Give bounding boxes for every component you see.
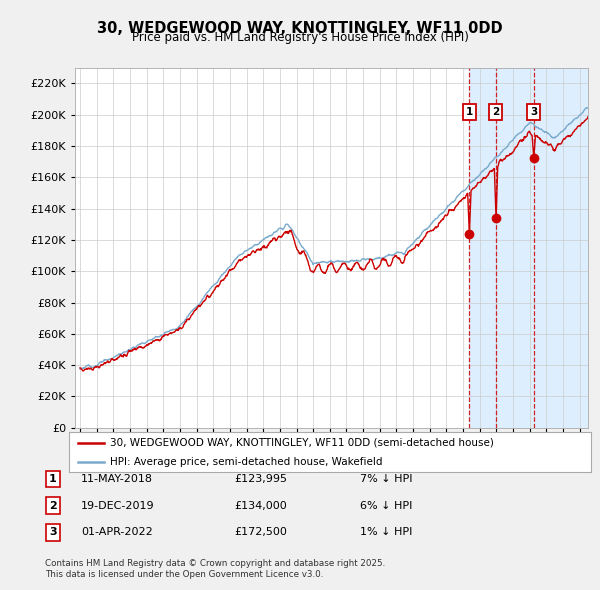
Text: 3: 3 bbox=[530, 107, 538, 117]
Text: 11-MAY-2018: 11-MAY-2018 bbox=[81, 474, 153, 484]
Text: Price paid vs. HM Land Registry's House Price Index (HPI): Price paid vs. HM Land Registry's House … bbox=[131, 31, 469, 44]
Text: 1: 1 bbox=[466, 107, 473, 117]
Text: Contains HM Land Registry data © Crown copyright and database right 2025.
This d: Contains HM Land Registry data © Crown c… bbox=[45, 559, 385, 579]
Text: 01-APR-2022: 01-APR-2022 bbox=[81, 527, 153, 537]
Text: 6% ↓ HPI: 6% ↓ HPI bbox=[360, 501, 412, 510]
Text: HPI: Average price, semi-detached house, Wakefield: HPI: Average price, semi-detached house,… bbox=[110, 457, 382, 467]
Text: 1% ↓ HPI: 1% ↓ HPI bbox=[360, 527, 412, 537]
Text: 1: 1 bbox=[49, 474, 56, 484]
Text: 30, WEDGEWOOD WAY, KNOTTINGLEY, WF11 0DD (semi-detached house): 30, WEDGEWOOD WAY, KNOTTINGLEY, WF11 0DD… bbox=[110, 438, 494, 448]
Text: 19-DEC-2019: 19-DEC-2019 bbox=[81, 501, 155, 510]
Text: £123,995: £123,995 bbox=[234, 474, 287, 484]
Text: £172,500: £172,500 bbox=[234, 527, 287, 537]
Text: £134,000: £134,000 bbox=[234, 501, 287, 510]
Text: 3: 3 bbox=[49, 527, 56, 537]
Bar bbox=[469, 68, 588, 428]
Text: 2: 2 bbox=[492, 107, 500, 117]
Text: 30, WEDGEWOOD WAY, KNOTTINGLEY, WF11 0DD: 30, WEDGEWOOD WAY, KNOTTINGLEY, WF11 0DD bbox=[97, 21, 503, 35]
Text: 7% ↓ HPI: 7% ↓ HPI bbox=[360, 474, 413, 484]
Text: 2: 2 bbox=[49, 501, 56, 510]
